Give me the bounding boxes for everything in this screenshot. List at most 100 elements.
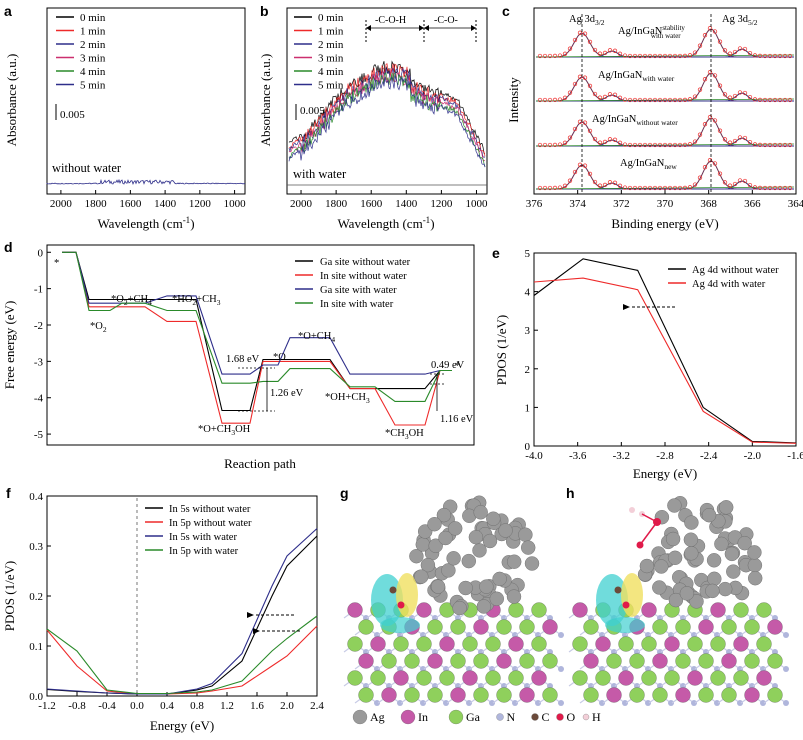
- xps-data-point: [627, 142, 633, 148]
- xps-data-point: [632, 53, 638, 59]
- xps-data-point: [682, 53, 688, 59]
- in-atom: [675, 687, 691, 703]
- ga-atom: [496, 619, 512, 635]
- spectrum-line-a: [46, 178, 246, 186]
- xps-data-point: [667, 142, 673, 148]
- ticks-f: -1.2 -0.8 -0.4 0.0 0.4 0.8 1.2 1.6 2.0 2.4 0.0 0.1 0…: [29, 491, 324, 712]
- x-tick-label: 1200: [430, 198, 453, 210]
- xps-data-point: [687, 53, 693, 58]
- ga-atom: [687, 636, 703, 652]
- xps-spectra-c: [535, 26, 795, 191]
- ag-atom: [521, 540, 536, 555]
- y-tick-label: 0.3: [29, 541, 43, 553]
- xps-background: [535, 98, 795, 102]
- xps-background: [535, 143, 795, 147]
- legend-atom-label: O: [567, 710, 576, 724]
- xps-data-point: [677, 142, 683, 148]
- xps-data-point: [712, 118, 718, 123]
- xps-data-point: [722, 48, 728, 53]
- xps-data-point: [697, 87, 703, 92]
- y-tick-label: -5: [34, 429, 44, 441]
- ag-atom: [639, 558, 655, 574]
- in-atom: [508, 636, 524, 652]
- legend-label: 5 min: [318, 80, 344, 92]
- label-och4: *O+CH4: [298, 331, 335, 344]
- legend-atom-n: [496, 713, 504, 721]
- legend-e: Ag 4d without water Ag 4d with water: [668, 265, 779, 290]
- xps-data-point: [537, 97, 543, 103]
- in-atom: [595, 636, 611, 652]
- xps-data-point: [687, 185, 693, 190]
- y-tick-label: 0.4: [29, 491, 43, 503]
- note-b: with water: [293, 167, 347, 181]
- ga-atom: [767, 687, 783, 703]
- label-ho2ch3: *HO2+CH3: [172, 294, 221, 307]
- xps-data-point: [592, 179, 598, 185]
- panel-letter-f: f: [6, 485, 11, 501]
- ga-atom: [347, 670, 363, 686]
- x-axis-label-b: Wavelength (cm-1): [337, 215, 434, 231]
- y-axis-label-f: PDOS (1/eV): [2, 561, 17, 631]
- ga-atom: [675, 653, 691, 669]
- y-axis-label-a: Absorbance (a.u.): [4, 54, 19, 147]
- xps-data-point: [707, 70, 713, 75]
- xps-data-point: [552, 142, 558, 148]
- ga-atom: [721, 619, 737, 635]
- y-axis-label-d: Free energy (eV): [2, 301, 17, 390]
- xps-data-point: [717, 83, 723, 88]
- ag-atom: [684, 515, 699, 530]
- n-atom: [760, 700, 766, 706]
- xps-data-point: [727, 95, 733, 100]
- xps-data-point: [752, 53, 758, 58]
- legend-label: 0 min: [318, 12, 344, 24]
- in-atom: [618, 670, 634, 686]
- x-tick-label: 2.0: [280, 700, 294, 712]
- pdos-line-3: [46, 615, 318, 695]
- xps-data-point: [757, 53, 763, 59]
- ag-atom: [420, 557, 436, 573]
- xps-data-point: [782, 185, 788, 191]
- ga-atom: [629, 687, 645, 703]
- legend-label: In 5p with water: [169, 546, 239, 557]
- xps-data-point: [777, 142, 783, 148]
- y-tick-label: -2: [34, 320, 43, 332]
- o-atom: [397, 601, 405, 609]
- xps-data-point: [762, 142, 768, 148]
- ag-atom: [718, 581, 733, 597]
- ag-atom: [430, 579, 446, 594]
- charge-density-accumulation: [621, 573, 643, 617]
- xps-data-point: [582, 163, 588, 168]
- xps-data-point: [702, 77, 708, 82]
- xps-data-point: [742, 46, 748, 52]
- x-tick-label: 364: [788, 198, 803, 210]
- xps-data-point: [572, 37, 578, 43]
- x-tick-label: 1400: [395, 198, 418, 210]
- xps-data-point: [662, 53, 668, 59]
- ga-atom: [450, 619, 466, 635]
- ga-atom: [485, 636, 501, 652]
- ag-atom: [748, 571, 763, 586]
- barrier-1-68: 1.68 eV: [226, 354, 260, 365]
- ga-atom: [531, 636, 547, 652]
- x-tick-label: -2.4: [700, 450, 718, 462]
- xps-data-point: [772, 53, 778, 59]
- xps-data-point: [562, 140, 568, 145]
- xps-data-point: [737, 90, 743, 95]
- o-atom: [622, 601, 630, 609]
- y-axis-label-c: Intensity: [506, 77, 521, 123]
- ag-atom: [724, 546, 740, 562]
- xps-data-point: [652, 53, 658, 59]
- xps-data-point: [677, 185, 683, 191]
- label-o: *O: [273, 352, 286, 363]
- x-tick-label: 1000: [465, 198, 488, 210]
- pdos-line-1: [46, 625, 318, 695]
- band-label-coh: -C-O-H: [375, 15, 406, 26]
- xps-data-point: [572, 81, 578, 87]
- panel-letter-b: b: [260, 3, 269, 19]
- x-axis-label-e: Energy (eV): [633, 466, 697, 481]
- xps-data-point: [652, 142, 658, 148]
- x-tick-label: 366: [744, 198, 761, 210]
- ag-atom: [446, 551, 461, 566]
- n-atom: [737, 700, 743, 706]
- in-atom: [381, 687, 397, 703]
